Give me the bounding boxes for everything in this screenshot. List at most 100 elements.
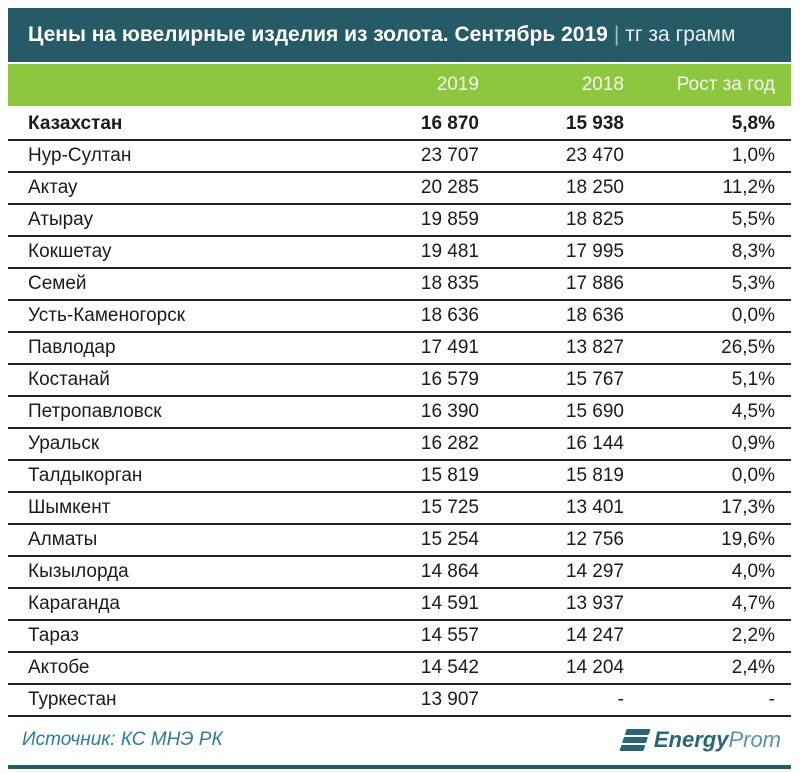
table-row: Костанай 16 579 15 767 5,1% bbox=[8, 364, 791, 397]
title-separator: | bbox=[613, 23, 620, 46]
energyprom-logo-text: EnergyProm bbox=[653, 727, 781, 752]
price-2018-cell: 18 825 bbox=[481, 204, 626, 237]
price-2019-cell: 15 725 bbox=[331, 492, 481, 525]
price-2018-cell: 15 690 bbox=[481, 396, 626, 429]
table-header-row: 2019 2018 Рост за год bbox=[8, 64, 791, 106]
price-2018-cell: 13 401 bbox=[481, 492, 626, 525]
title-bar: Цены на ювелирные изделия из золота. Сен… bbox=[8, 8, 791, 62]
col-header-growth: Рост за год bbox=[626, 64, 791, 106]
energyprom-logo: EnergyProm bbox=[619, 727, 781, 753]
source-note: Источник: КС МНЭ РК bbox=[22, 729, 223, 750]
prices-table: 2019 2018 Рост за год Казахстан 16 870 1… bbox=[8, 64, 791, 717]
price-2019-cell: 19 859 bbox=[331, 204, 481, 237]
price-2019-cell: 19 481 bbox=[331, 236, 481, 269]
region-cell: Актау bbox=[8, 172, 331, 205]
price-2019-cell: 15 254 bbox=[331, 524, 481, 557]
growth-cell: 2,2% bbox=[626, 620, 791, 653]
price-2018-cell: 14 204 bbox=[481, 652, 626, 685]
region-cell: Алматы bbox=[8, 524, 331, 557]
region-cell: Костанай bbox=[8, 364, 331, 397]
col-header-2018: 2018 bbox=[481, 64, 626, 106]
price-2019-cell: 14 591 bbox=[331, 588, 481, 621]
growth-cell: 17,3% bbox=[626, 492, 791, 525]
table-row: Шымкент 15 725 13 401 17,3% bbox=[8, 492, 791, 525]
price-2018-cell: 13 937 bbox=[481, 588, 626, 621]
price-2018-cell: 14 247 bbox=[481, 620, 626, 653]
table-row: Уральск 16 282 16 144 0,9% bbox=[8, 428, 791, 461]
region-cell: Павлодар bbox=[8, 332, 331, 365]
price-2019-cell: 20 285 bbox=[331, 172, 481, 205]
region-cell: Петропавловск bbox=[8, 396, 331, 429]
table-row: Петропавловск 16 390 15 690 4,5% bbox=[8, 396, 791, 429]
table-row: Туркестан 13 907 - - bbox=[8, 684, 791, 717]
region-cell: Шымкент bbox=[8, 492, 331, 525]
price-2018-cell: 18 636 bbox=[481, 300, 626, 333]
growth-cell: 4,5% bbox=[626, 396, 791, 429]
growth-cell: 0,0% bbox=[626, 460, 791, 493]
growth-cell: 2,4% bbox=[626, 652, 791, 685]
price-2019-cell: 18 636 bbox=[331, 300, 481, 333]
region-cell: Талдыкорган bbox=[8, 460, 331, 493]
growth-cell: 26,5% bbox=[626, 332, 791, 365]
price-2018-cell: 16 144 bbox=[481, 428, 626, 461]
growth-cell: 4,0% bbox=[626, 556, 791, 589]
growth-cell: 11,2% bbox=[626, 172, 791, 205]
growth-cell: - bbox=[626, 684, 791, 717]
table-row: Павлодар 17 491 13 827 26,5% bbox=[8, 332, 791, 365]
region-cell: Казахстан bbox=[8, 106, 331, 141]
price-2018-cell: 17 886 bbox=[481, 268, 626, 301]
region-cell: Кокшетау bbox=[8, 236, 331, 269]
price-2019-cell: 23 707 bbox=[331, 140, 481, 173]
price-2018-cell: 18 250 bbox=[481, 172, 626, 205]
table-row: Казахстан 16 870 15 938 5,8% bbox=[8, 106, 791, 141]
price-2019-cell: 13 907 bbox=[331, 684, 481, 717]
region-cell: Актобе bbox=[8, 652, 331, 685]
table-row: Атырау 19 859 18 825 5,5% bbox=[8, 204, 791, 237]
growth-cell: 8,3% bbox=[626, 236, 791, 269]
table-row: Актобе 14 542 14 204 2,4% bbox=[8, 652, 791, 685]
price-2018-cell: 15 938 bbox=[481, 106, 626, 141]
growth-cell: 19,6% bbox=[626, 524, 791, 557]
growth-cell: 5,8% bbox=[626, 106, 791, 141]
growth-cell: 5,3% bbox=[626, 268, 791, 301]
price-2019-cell: 17 491 bbox=[331, 332, 481, 365]
price-2018-cell: 15 767 bbox=[481, 364, 626, 397]
price-2018-cell: - bbox=[481, 684, 626, 717]
price-2019-cell: 16 282 bbox=[331, 428, 481, 461]
region-cell: Туркестан bbox=[8, 684, 331, 717]
region-cell: Кызылорда bbox=[8, 556, 331, 589]
growth-cell: 0,0% bbox=[626, 300, 791, 333]
table-row: Алматы 15 254 12 756 19,6% bbox=[8, 524, 791, 557]
price-2018-cell: 23 470 bbox=[481, 140, 626, 173]
region-cell: Уральск bbox=[8, 428, 331, 461]
infographic: Цены на ювелирные изделия из золота. Сен… bbox=[8, 8, 791, 769]
table-body: Казахстан 16 870 15 938 5,8% Нур-Султан … bbox=[8, 106, 791, 717]
price-2018-cell: 15 819 bbox=[481, 460, 626, 493]
title-unit: тг за грамм bbox=[625, 23, 736, 46]
growth-cell: 0,9% bbox=[626, 428, 791, 461]
growth-cell: 5,1% bbox=[626, 364, 791, 397]
price-2019-cell: 16 390 bbox=[331, 396, 481, 429]
price-2019-cell: 18 835 bbox=[331, 268, 481, 301]
table-row: Усть-Каменогорск 18 636 18 636 0,0% bbox=[8, 300, 791, 333]
table-row: Талдыкорган 15 819 15 819 0,0% bbox=[8, 460, 791, 493]
table-row: Актау 20 285 18 250 11,2% bbox=[8, 172, 791, 205]
growth-cell: 1,0% bbox=[626, 140, 791, 173]
growth-cell: 5,5% bbox=[626, 204, 791, 237]
price-2018-cell: 13 827 bbox=[481, 332, 626, 365]
table-row: Тараз 14 557 14 247 2,2% bbox=[8, 620, 791, 653]
page-title: Цены на ювелирные изделия из золота. Сен… bbox=[28, 23, 608, 46]
bottom-divider bbox=[8, 765, 791, 769]
price-2019-cell: 16 579 bbox=[331, 364, 481, 397]
table-row: Караганда 14 591 13 937 4,7% bbox=[8, 588, 791, 621]
price-2018-cell: 17 995 bbox=[481, 236, 626, 269]
col-header-2019: 2019 bbox=[331, 64, 481, 106]
price-2019-cell: 15 819 bbox=[331, 460, 481, 493]
region-cell: Нур-Султан bbox=[8, 140, 331, 173]
region-cell: Семей bbox=[8, 268, 331, 301]
price-2018-cell: 12 756 bbox=[481, 524, 626, 557]
region-cell: Караганда bbox=[8, 588, 331, 621]
table-row: Семей 18 835 17 886 5,3% bbox=[8, 268, 791, 301]
energyprom-logo-icon bbox=[619, 727, 651, 753]
price-2019-cell: 16 870 bbox=[331, 106, 481, 141]
